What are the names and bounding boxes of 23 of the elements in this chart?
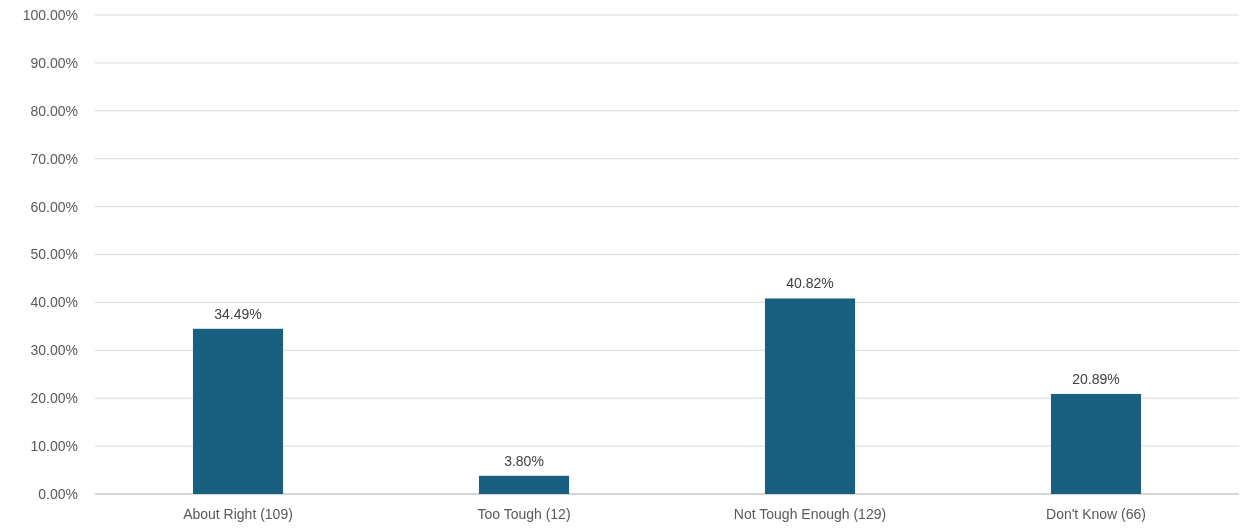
x-tick-label: About Right (109)	[183, 506, 293, 522]
y-tick-label: 10.00%	[30, 438, 78, 454]
y-tick-label: 90.00%	[30, 54, 78, 71]
data-label: 3.80%	[504, 452, 544, 469]
bar	[764, 298, 856, 494]
data-label: 20.89%	[1072, 370, 1120, 387]
y-tick-label: 40.00%	[30, 294, 78, 311]
y-tick-label: 100.00%	[22, 6, 78, 23]
y-tick-label: 60.00%	[30, 198, 78, 215]
y-tick-label: 0.00%	[38, 485, 78, 502]
y-tick-label: 50.00%	[30, 246, 78, 263]
y-tick-label: 30.00%	[30, 342, 78, 359]
bar	[478, 475, 570, 494]
bar	[1050, 393, 1142, 494]
bar	[192, 328, 284, 494]
x-tick-label: Not Tough Enough (129)	[733, 506, 887, 522]
data-label: 34.49%	[214, 305, 262, 322]
x-tick-label: Too Tough (12)	[477, 506, 571, 522]
y-tick-label: 20.00%	[30, 390, 78, 407]
y-tick-label: 80.00%	[30, 102, 78, 119]
x-tick-label: Don't Know (66)	[1046, 506, 1146, 522]
data-label: 40.82%	[786, 275, 834, 292]
y-tick-label: 70.00%	[30, 150, 78, 167]
